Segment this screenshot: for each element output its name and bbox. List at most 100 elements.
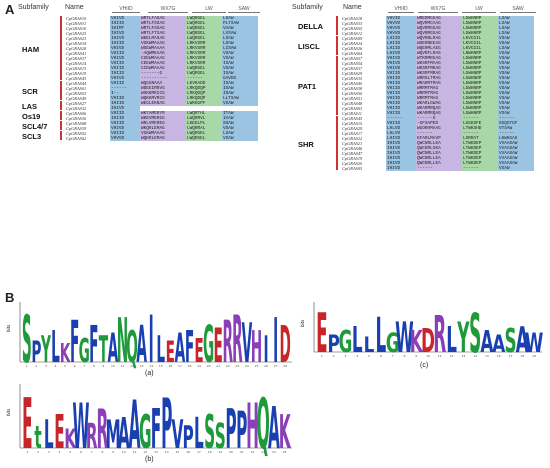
logo-position-tick: 2	[333, 354, 335, 358]
motif-m3-seq: LWQRGEL	[186, 71, 222, 76]
motif-m4-seq: VSAW	[222, 66, 258, 71]
motif-m4-seq: VSAW	[498, 76, 534, 81]
subfamily-label: SCR	[22, 87, 38, 96]
alignment-row: CpGRAS19 IHIID -------G LWQRGEL ISAW	[66, 71, 258, 76]
logo-letter: P	[31, 336, 41, 369]
motif-m3-seq: LNWHNRP	[462, 51, 498, 56]
motif-m3-seq: LRKQDQP	[186, 86, 222, 91]
motif-m2-seq: ------	[416, 131, 462, 136]
logo-position-tick: 16	[497, 354, 501, 358]
motif-m2-seq: QWCNRLLEA	[416, 141, 462, 146]
alignment-row: CpGRAS55 VHVVD WQVRMGGAG LGWHNRP LSAW	[342, 26, 534, 31]
logo-letter: A	[175, 326, 186, 370]
motif-m1-seq: IHIVD	[386, 141, 416, 146]
gene-name: CpGRAS34	[66, 41, 87, 46]
logo-letter: W	[525, 328, 544, 359]
logo-position-tick: 1	[26, 450, 28, 454]
motif-m4-seq: VSAW	[498, 51, 534, 56]
gene-name: CpGRAS12	[342, 31, 363, 36]
logo-position-tick: 6	[74, 364, 76, 368]
motif-m4-seq: LSAW	[498, 31, 534, 36]
motif-m2-seq: WDEEIRRVG	[140, 86, 186, 91]
gene-name: CpGRAS26	[342, 46, 363, 51]
right-subfamily-header: Subfamily	[292, 4, 323, 11]
motif-m2-seq: -GFSAPED	[416, 121, 462, 126]
motif-m2-seq: WQKKMVRCG	[140, 96, 186, 101]
motif-m4-seq: VSAW	[498, 111, 534, 116]
logo-letter: P	[236, 401, 247, 456]
motif-m1-seq: VHIID	[110, 121, 140, 126]
motif-m4-seq: LSAW	[498, 26, 534, 31]
gene-name: CpGRAS35	[342, 76, 363, 81]
motif-m2-seq: WRRMTMAG	[416, 86, 462, 91]
gene-name: CpGRAS14	[66, 61, 87, 66]
motif-m1-seq: VHIID	[386, 106, 416, 111]
motif-m1-seq: VHIID	[386, 101, 416, 106]
logo-position-tick: 22	[251, 450, 255, 454]
logo-position-tick: 24	[272, 450, 276, 454]
motif-m2-seq: QWCNRLLEA	[416, 151, 462, 156]
motif-m2-seq: WKSRFMAAG	[416, 61, 462, 66]
motif-m3-seq: LTWKDEP	[462, 151, 498, 156]
motif-m3-seq: LGWHNRP	[462, 76, 498, 81]
motif-m4-seq: SGQGTGF	[498, 121, 534, 126]
motif-m4-seq: VSAW	[498, 101, 534, 106]
logo-letter: G	[203, 316, 214, 370]
gene-name: CpGRAS16	[66, 26, 87, 31]
logo-letter: E	[214, 320, 223, 370]
logo-letter: L	[51, 322, 60, 370]
logo-letter: H	[246, 390, 259, 456]
motif-m1-seq: VHIID	[386, 71, 416, 76]
motif-m1-seq: VHIVD	[110, 56, 140, 61]
alignment-row: CpGRAS22 LHIVD KFARLMAVP LSRRAT LKWKGAG	[342, 136, 534, 141]
gene-name: CpGRAS47	[342, 151, 363, 156]
motif-m1-seq: IHIID	[110, 21, 140, 26]
logo-position-tick: 3	[45, 364, 47, 368]
logo-position-tick: 14	[149, 364, 153, 368]
gene-name: CpGRAS04	[342, 51, 363, 56]
subfamily-bracket	[336, 56, 338, 115]
motif-m2-seq: -AQWMEAAG	[140, 51, 186, 56]
motif-m1-seq: LHIID	[386, 36, 416, 41]
left-motif-wx7g-header: WX7G	[148, 6, 188, 13]
logo-letter: I	[273, 305, 278, 370]
alignment-row: CpGRAS31 IHIID WRTLFSSAG LWQRGEL PLTSAW	[66, 21, 258, 26]
gene-name: CpGRAS27	[66, 101, 87, 106]
motif-m1-seq: VHIID	[110, 111, 140, 116]
alignment-row: CpGRAS35 VHIID WRRSLTMAG LGWHNRP VSAW	[342, 76, 534, 81]
logo-position-tick: 8	[93, 364, 95, 368]
motif-m1-seq: IHIID	[110, 116, 140, 121]
motif-m2-seq: WRLVMEREG	[140, 121, 186, 126]
gene-name: CpGRAS29	[342, 126, 363, 131]
logo-letter: Q	[257, 383, 270, 456]
logo-letter: I	[149, 302, 154, 370]
motif-m3-seq: LKVKADD	[186, 81, 222, 86]
sequence-logo-c: bits E1 P2 G3 L4 L5 L6 G7 W8 K9 D10 R11 L12 Y13 S14 A15…	[300, 302, 544, 360]
motif-m3-seq: LWQRGEL	[186, 66, 222, 71]
motif-m2-seq: WRTLFSSAG	[140, 21, 186, 26]
alignment-row: CpGRAS26 LHIID WQERMLAEG LKVCGIL LSAW	[342, 46, 534, 51]
motif-m4-seq: VVAASAW	[498, 156, 534, 161]
logo-position-tick: 17	[178, 364, 182, 368]
gene-name: CpGRAS02	[66, 136, 87, 141]
motif-m4-seq: VSAW	[498, 61, 534, 66]
motif-m2-seq: -------G	[140, 71, 186, 76]
motif-m3-seq: LKVCGIL	[462, 46, 498, 51]
logo-letter: F	[89, 316, 98, 370]
motif-m3-seq: LWQRGEL	[186, 36, 222, 41]
logo-letter: E	[194, 332, 203, 370]
motif-m3-seq: LRKQDQP	[186, 91, 222, 96]
panel-a-letter: A	[5, 2, 15, 17]
sequence-logo-a: bits S1 P2 Y3 L4 K5 F6 G7 F8 T9 A10 N11 Q12 A13 I14 L15…	[6, 302, 292, 370]
motif-m3-seq: LGWHNRP	[462, 31, 498, 36]
logo-c-label: (c)	[420, 362, 429, 369]
alignment-row: CpGRAS53 I-- WSKKMKCCG LRKQDQP ISAW	[66, 91, 258, 96]
logo-letter: S	[22, 302, 32, 370]
logo-letter: Y	[457, 313, 470, 360]
alignment-row: CpGRAS48 VHIID WKARLGWAG LGWHNRP VSAW	[342, 101, 534, 106]
motif-m2-seq: VGKWMAAAG	[140, 41, 186, 46]
logo-position-tick: 19	[218, 450, 222, 454]
logo-letter: A	[480, 324, 493, 360]
logo-y-label: bits	[6, 325, 11, 332]
motif-m2-seq: WQGGNAAA	[140, 81, 186, 86]
